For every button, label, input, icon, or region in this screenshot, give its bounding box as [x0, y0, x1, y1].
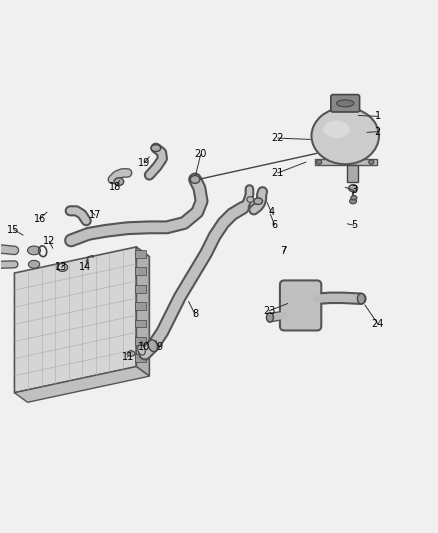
Polygon shape: [14, 367, 149, 402]
Ellipse shape: [323, 120, 350, 138]
Ellipse shape: [357, 294, 365, 304]
Ellipse shape: [266, 313, 273, 322]
Text: 20: 20: [194, 149, 207, 159]
Ellipse shape: [114, 177, 124, 185]
Ellipse shape: [28, 246, 41, 255]
Text: 7: 7: [280, 246, 286, 256]
Text: 4: 4: [268, 207, 274, 217]
Bar: [135, 250, 146, 258]
Text: 8: 8: [192, 309, 198, 319]
Text: 15: 15: [7, 224, 20, 235]
Ellipse shape: [317, 160, 322, 164]
Text: 11: 11: [121, 352, 134, 362]
Ellipse shape: [148, 340, 157, 352]
Ellipse shape: [351, 196, 357, 200]
Text: 6: 6: [272, 220, 278, 230]
Bar: [347, 165, 358, 182]
Text: 14: 14: [79, 262, 91, 272]
Ellipse shape: [138, 345, 145, 355]
Bar: [135, 268, 146, 275]
Ellipse shape: [369, 160, 374, 164]
Text: 19: 19: [138, 158, 150, 168]
Polygon shape: [14, 247, 136, 393]
Text: 5: 5: [351, 220, 357, 230]
Text: 9: 9: [156, 342, 162, 352]
Bar: [135, 285, 146, 293]
Bar: [135, 337, 146, 345]
Text: 21: 21: [272, 168, 284, 178]
Ellipse shape: [336, 100, 354, 107]
Ellipse shape: [57, 263, 67, 271]
Text: 3: 3: [351, 185, 357, 195]
FancyBboxPatch shape: [331, 94, 360, 112]
Ellipse shape: [350, 199, 357, 204]
Text: 12: 12: [43, 236, 56, 246]
Polygon shape: [315, 158, 377, 165]
Ellipse shape: [254, 198, 262, 205]
Text: 22: 22: [272, 133, 284, 143]
Ellipse shape: [127, 351, 135, 356]
Text: 13: 13: [55, 262, 67, 272]
Ellipse shape: [151, 144, 161, 151]
Text: 23: 23: [263, 306, 275, 316]
Ellipse shape: [349, 184, 357, 192]
FancyBboxPatch shape: [280, 280, 321, 330]
Ellipse shape: [247, 197, 254, 203]
Text: 18: 18: [110, 182, 121, 192]
Text: 24: 24: [372, 319, 384, 329]
Bar: [135, 354, 146, 362]
Bar: [135, 302, 146, 310]
Ellipse shape: [311, 108, 379, 164]
Text: 1: 1: [375, 111, 381, 122]
Bar: [135, 320, 146, 327]
Ellipse shape: [28, 261, 40, 268]
Text: 16: 16: [34, 214, 46, 224]
Ellipse shape: [190, 175, 200, 183]
Text: 2: 2: [375, 126, 381, 136]
Text: 10: 10: [138, 342, 150, 352]
Text: 17: 17: [89, 210, 101, 220]
Polygon shape: [136, 247, 149, 376]
